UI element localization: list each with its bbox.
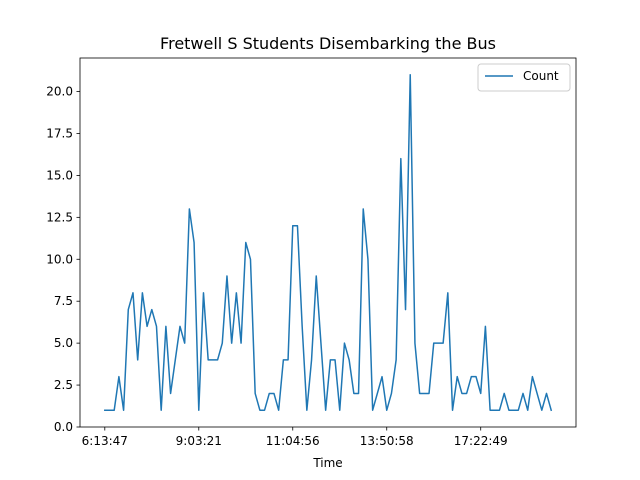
y-axis: 0.0 2.5 5.0 7.5 10.0 12.5 15.0 17.5 20.0 [46,85,80,434]
y-tick-label: 17.5 [46,126,73,140]
y-tick-label: 7.5 [54,294,73,308]
series-line-count [104,74,553,412]
y-tick-label: 0.0 [54,420,73,434]
x-tick-label: 9:03:21 [176,434,222,448]
y-tick-label: 12.5 [46,210,73,224]
y-tick-label: 15.0 [46,168,73,182]
legend: Count [477,63,571,92]
x-tick-label: 6:13:47 [82,434,128,448]
x-axis: 6:13:47 9:03:21 11:04:56 13:50:58 17:22:49 [82,427,508,448]
legend-box [477,63,571,92]
y-tick-label: 2.5 [54,378,73,392]
legend-label-count: Count [523,69,559,83]
plot-frame [79,57,577,428]
y-tick-label: 20.0 [46,85,73,99]
chart-title: Fretwell S Students Disembarking the Bus [160,34,496,53]
x-tick-label: 11:04:56 [266,434,320,448]
y-tick-label: 10.0 [46,252,73,266]
x-tick-label: 17:22:49 [454,434,508,448]
y-tick-label: 5.0 [54,336,73,350]
x-tick-label: 13:50:58 [360,434,414,448]
plot-area [79,57,577,428]
x-axis-label: Time [312,456,342,470]
